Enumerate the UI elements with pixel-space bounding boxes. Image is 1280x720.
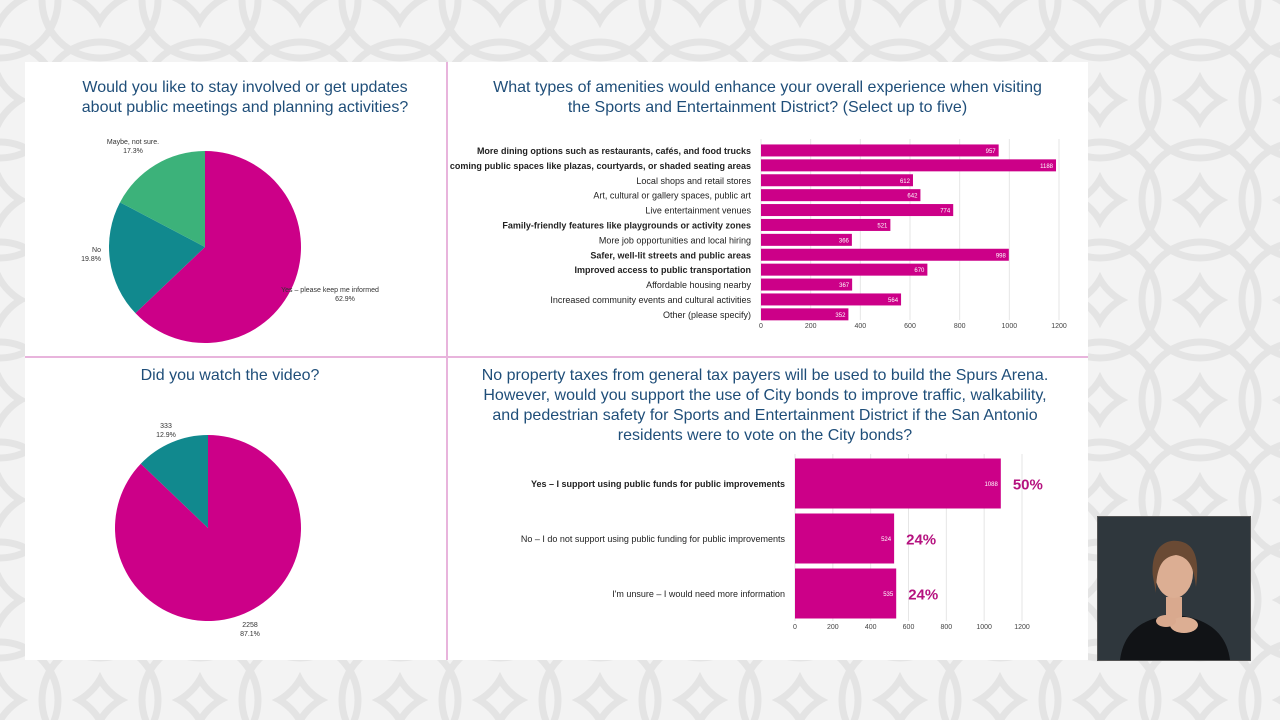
- q2-bar-chart: 0 200 400 600 800 1000 1200 957 More dining opti…: [450, 139, 1067, 330]
- q2-category-label-0: More dining options such as restaurants,…: [477, 146, 751, 156]
- q2-title: What types of amenities would enhance yo…: [455, 78, 1080, 118]
- q2-category-label-10: Increased community events and cultural …: [550, 295, 751, 305]
- q4-tick-label-5: 1000: [976, 624, 992, 631]
- q4-percent-label-1: 24%: [906, 532, 936, 549]
- q3-title-text: Did you watch the video?: [140, 367, 320, 384]
- q2-value-label-2: 612: [900, 179, 911, 185]
- q4-title-line4: residents were to vote on the City bonds…: [617, 427, 913, 444]
- q2-category-label-11: Other (please specify): [663, 310, 751, 320]
- q2-value-label-6: 366: [839, 238, 850, 244]
- q2-value-label-9: 367: [839, 283, 850, 289]
- q2-value-label-7: 998: [996, 253, 1007, 259]
- q4-value-label-0: 1088: [984, 482, 998, 488]
- q3-slice-1: [140, 435, 208, 528]
- q4-tick-label-3: 600: [903, 624, 915, 631]
- q2-bar-1: [761, 159, 1057, 172]
- q4-value-label-2: 535: [883, 592, 894, 598]
- q2-category-label-8: Improved access to public transportation: [574, 265, 751, 275]
- q3-slice-percent-1: 12.9%: [156, 432, 176, 439]
- q2-bar-3: [761, 189, 921, 202]
- q1-pie-chart: Yes – please keep me informed 62.9% No 19.8…: [81, 139, 379, 343]
- q1-slice-percent-0: 62.9%: [335, 296, 355, 303]
- q2-value-label-0: 957: [986, 149, 997, 155]
- q3-slice-count-1: 333: [160, 423, 172, 430]
- q2-value-label-3: 642: [907, 194, 918, 200]
- q1-slice-label-2: Maybe, not sure.: [107, 139, 159, 146]
- q2-tick-label-6: 1200: [1051, 323, 1067, 330]
- q2-category-label-5: Family-friendly features like playground…: [502, 220, 751, 230]
- q4-percent-label-0: 50%: [1013, 477, 1043, 494]
- q4-title-line1: No property taxes from general tax payer…: [481, 367, 1049, 384]
- q2-value-label-10: 564: [888, 298, 899, 304]
- q4-bar-chart: 0 200 400 600 800 1000 1200 1088 Yes – I support…: [521, 454, 1043, 631]
- q2-bar-10: [761, 293, 902, 306]
- q4-percent-label-2: 24%: [908, 587, 938, 604]
- q2-tick-label-1: 200: [805, 323, 817, 330]
- q4-tick-label-4: 800: [940, 624, 952, 631]
- interpreter-video: [1097, 516, 1251, 661]
- vertical-divider: [446, 62, 448, 660]
- q4-category-label-0: Yes – I support using public funds for p…: [531, 479, 785, 489]
- q2-value-label-11: 352: [835, 313, 846, 319]
- q3-title: Did you watch the video?: [45, 366, 415, 386]
- q2-tick-label-4: 800: [954, 323, 966, 330]
- q2-category-label-7: Safer, well-lit streets and public areas: [590, 250, 751, 260]
- q1-title-line2: about public meetings and planning activ…: [81, 99, 409, 116]
- q2-bar-8: [761, 263, 928, 276]
- q2-category-label-2: Local shops and retail stores: [636, 176, 751, 186]
- q4-title: No property taxes from general tax payer…: [455, 366, 1075, 446]
- q2-bar-11: [761, 308, 849, 321]
- q4-tick-label-1: 200: [827, 624, 839, 631]
- q2-bar-2: [761, 174, 913, 187]
- q2-tick-label-3: 600: [904, 323, 916, 330]
- q2-category-label-1: Welcoming public spaces like plazas, cou…: [450, 161, 751, 171]
- q4-title-line3: and pedestrian safety for Sports and Ent…: [492, 407, 1038, 424]
- q3-pie-chart: 2258 87.1% 333 12.9%: [114, 423, 302, 638]
- q2-bar-4: [761, 204, 954, 217]
- q2-value-label-1: 1188: [1040, 164, 1054, 170]
- q2-category-label-3: Art, cultural or gallery spaces, public …: [593, 191, 751, 201]
- q1-slice-0: [135, 151, 301, 343]
- q2-category-label-4: Live entertainment venues: [645, 206, 751, 216]
- q3-slice-percent-0: 87.1%: [240, 631, 260, 638]
- horizontal-divider: [25, 356, 1088, 358]
- q2-bar-5: [761, 218, 891, 231]
- q2-bar-7: [761, 248, 1009, 261]
- q2-bar-6: [761, 233, 852, 246]
- q4-tick-label-2: 400: [865, 624, 877, 631]
- q4-value-label-1: 524: [881, 537, 892, 543]
- q2-value-label-4: 774: [940, 209, 951, 215]
- q1-slice-label-1: No: [92, 247, 101, 254]
- q1-slice-2: [120, 151, 205, 247]
- q2-title-line2: the Sports and Entertainment District? (…: [567, 99, 968, 116]
- q2-tick-label-2: 400: [854, 323, 866, 330]
- interpreter-figure: [1098, 517, 1250, 660]
- q2-bar-0: [761, 144, 999, 157]
- q4-title-line2: However, would you support the use of Ci…: [483, 387, 1047, 404]
- q1-title-line1: Would you like to stay involved or get u…: [82, 79, 408, 96]
- q2-category-label-6: More job opportunities and local hiring: [599, 235, 751, 245]
- q1-slice-1: [108, 202, 205, 314]
- q4-category-label-1: No – I do not support using public fundi…: [521, 534, 786, 544]
- q4-bar-1: [795, 513, 895, 564]
- q4-category-label-2: I'm unsure – I would need more informati…: [612, 589, 785, 599]
- q2-bar-9: [761, 278, 853, 291]
- q4-bar-0: [795, 458, 1001, 509]
- q1-title: Would you like to stay involved or get u…: [45, 78, 445, 118]
- q2-value-label-8: 670: [914, 268, 925, 274]
- q2-tick-label-0: 0: [759, 323, 763, 330]
- q2-value-label-5: 521: [877, 223, 888, 229]
- q1-slice-label-0: Yes – please keep me informed: [281, 287, 379, 294]
- q4-tick-label-0: 0: [793, 624, 797, 631]
- q4-tick-label-6: 1200: [1014, 624, 1030, 631]
- q2-category-label-9: Affordable housing nearby: [646, 280, 751, 290]
- q4-bar-2: [795, 568, 897, 619]
- q1-slice-percent-1: 19.8%: [81, 256, 101, 263]
- q2-tick-label-5: 1000: [1002, 323, 1018, 330]
- slide-canvas: Would you like to stay involved or get u…: [25, 62, 1088, 660]
- q1-slice-percent-2: 17.3%: [123, 148, 143, 155]
- q3-slice-count-0: 2258: [242, 622, 258, 629]
- q2-title-line1: What types of amenities would enhance yo…: [493, 79, 1042, 96]
